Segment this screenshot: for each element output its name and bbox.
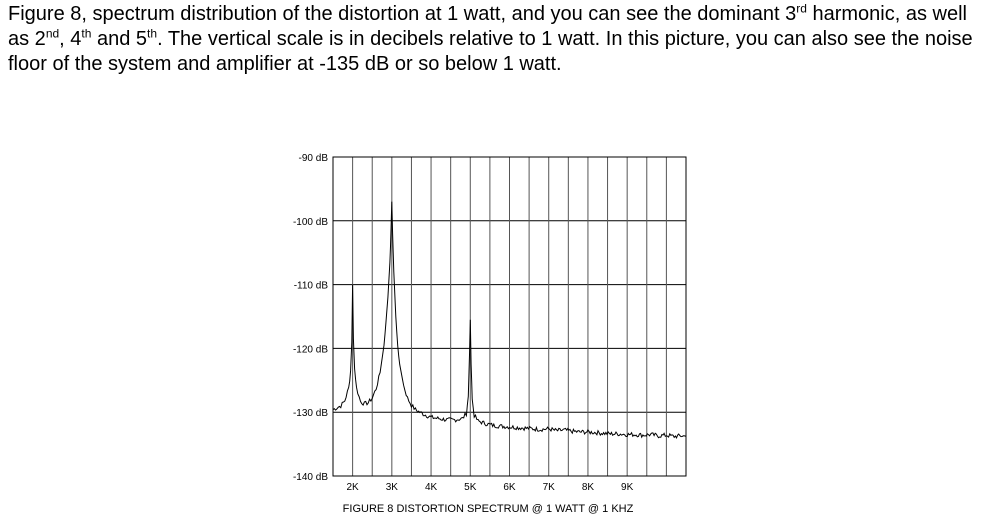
x-tick-label: 4K (425, 482, 438, 493)
caption-sup-th-5: th (147, 26, 158, 41)
spectrum-series-line (332, 201, 687, 440)
caption-text-1: Figure 8, spectrum distribution of the d… (8, 3, 797, 25)
x-tick-label: 9K (621, 482, 634, 493)
x-tick-labels: 2K 3K 4K 5K 6K 7K 8K 9K (346, 482, 633, 493)
caption-sup-th-4: th (81, 26, 92, 41)
x-tick-label: 6K (503, 482, 516, 493)
x-tick-label: 5K (464, 482, 477, 493)
y-tick-labels: -90 dB -100 dB -110 dB -120 dB -130 dB -140 d… (293, 153, 328, 483)
caption-text-4: and 5 (91, 28, 148, 50)
y-tick-label: -120 dB (293, 344, 328, 355)
caption-sup-rd: rd (796, 1, 807, 16)
caption-text-3: , 4 (59, 28, 82, 50)
y-tick-label: -110 dB (294, 281, 329, 292)
y-tick-label: -130 dB (293, 408, 328, 419)
plot-frame (332, 156, 687, 477)
caption-text-5: . The vertical scale is in decibels rela… (8, 28, 973, 75)
chart-grid (333, 156, 686, 477)
figure-caption: Figure 8, spectrum distribution of the d… (8, 2, 978, 77)
x-tick-label: 2K (346, 482, 359, 493)
y-tick-label: -100 dB (293, 217, 328, 228)
chart-title: FIGURE 8 DISTORTION SPECTRUM @ 1 WATT @ … (342, 503, 634, 515)
x-tick-label: 8K (582, 482, 595, 493)
y-tick-label: -140 dB (293, 472, 328, 483)
x-tick-label: 3K (386, 482, 399, 493)
figure-title-block: FIGURE 8 DISTORTION SPECTRUM @ 1 WATT @ … (0, 503, 983, 515)
caption-text-2: harmonic, as well as 2 (8, 3, 967, 50)
y-tick-label: -90 dB (299, 153, 329, 164)
x-tick-label: 7K (543, 482, 556, 493)
caption-sup-nd: nd (45, 26, 60, 41)
